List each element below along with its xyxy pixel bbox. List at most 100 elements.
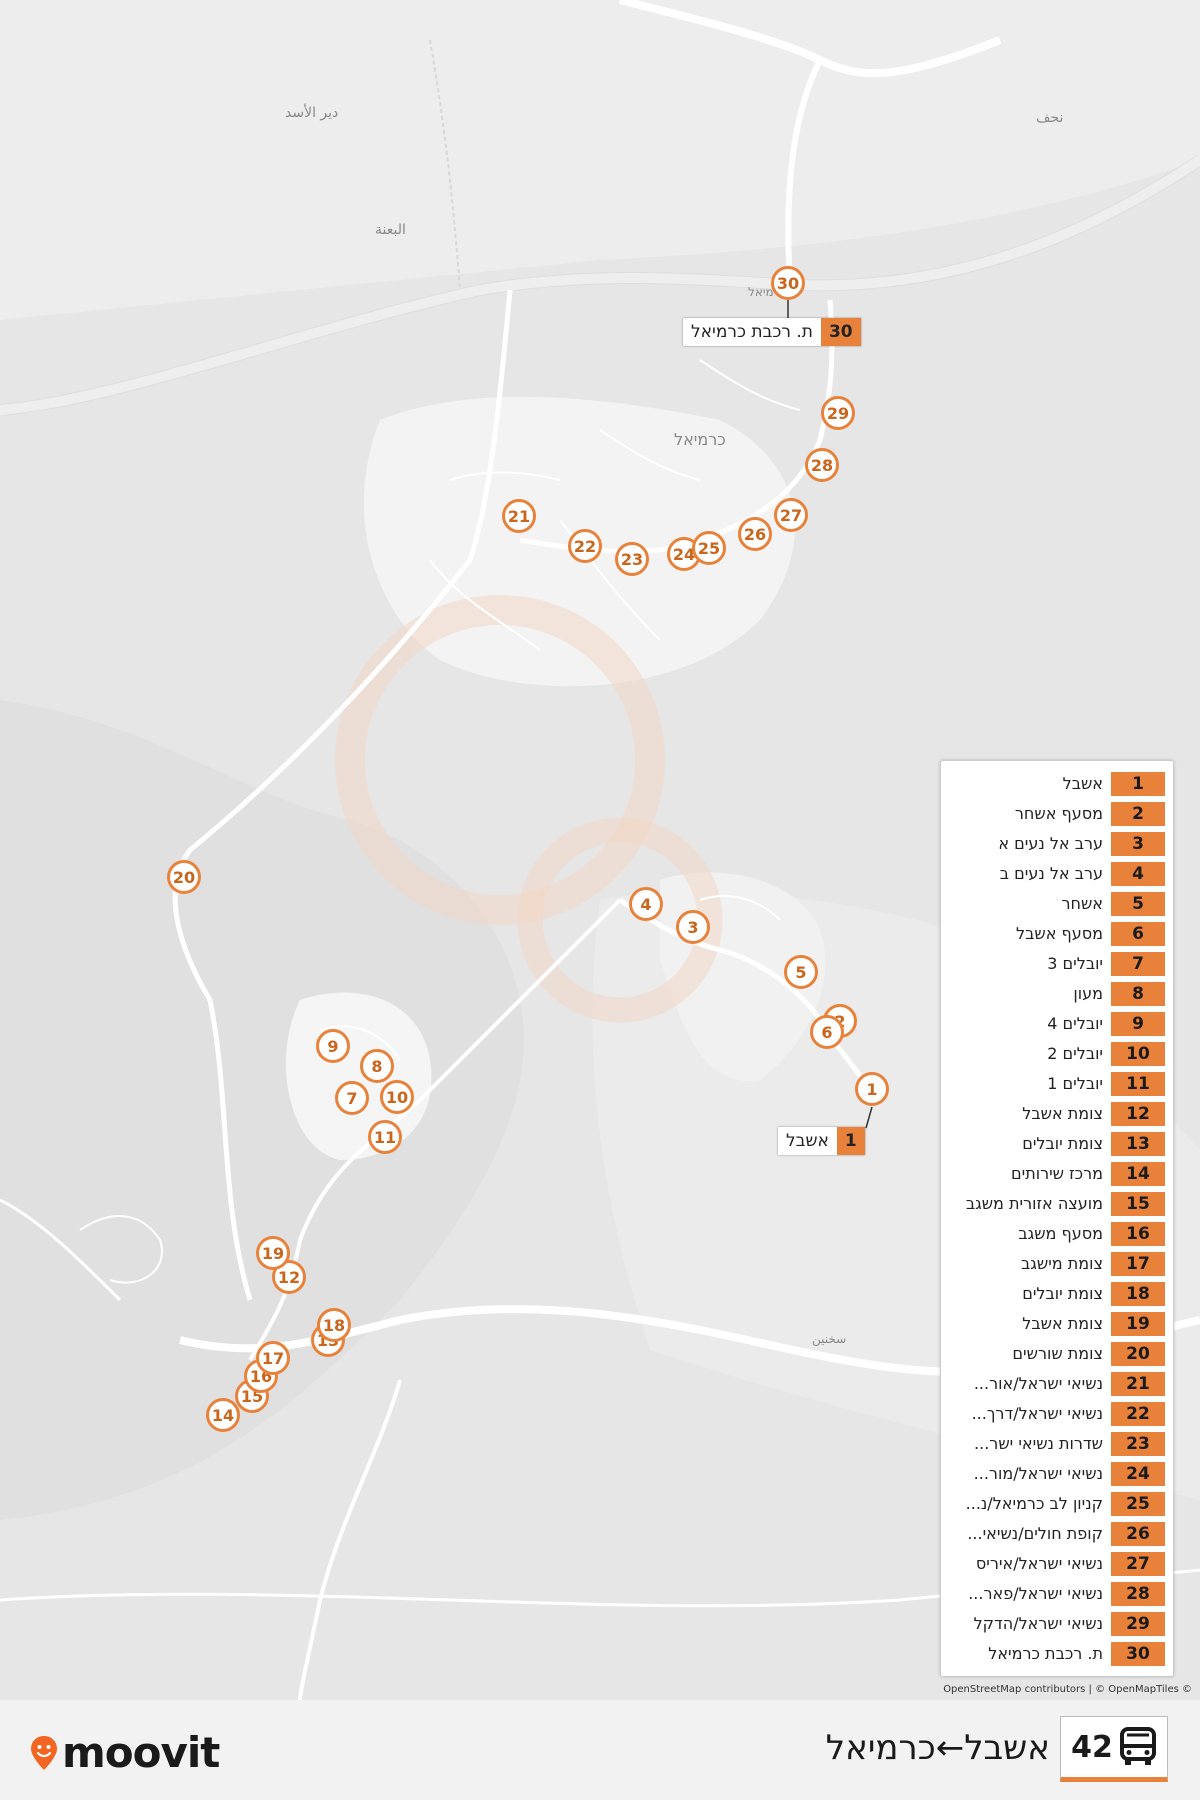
stop-marker-18[interactable]: 18: [317, 1308, 351, 1342]
legend-stop-number: 28: [1111, 1582, 1165, 1606]
stop-marker-14[interactable]: 14: [206, 1398, 240, 1432]
legend-row[interactable]: 16 מסעף משגב: [941, 1221, 1173, 1247]
legend-stop-name: מעון: [1073, 984, 1103, 1003]
legend-row[interactable]: 22 נשיאי ישראל/דרך...: [941, 1401, 1173, 1427]
legend-stop-number: 20: [1111, 1342, 1165, 1366]
legend-stop-number: 21: [1111, 1372, 1165, 1396]
legend-stop-name: אשחר: [1061, 894, 1103, 913]
legend-stop-name: מסעף אשחר: [1014, 804, 1103, 823]
stop-marker-8[interactable]: 8: [360, 1049, 394, 1083]
place-label-deir-al-asad: دير الأسد: [285, 105, 339, 121]
route-number: 42: [1071, 1729, 1113, 1765]
legend-row[interactable]: 1 אשבל: [941, 771, 1173, 797]
stop-marker-11[interactable]: 11: [368, 1120, 402, 1154]
stop-marker-1[interactable]: 1: [855, 1072, 889, 1106]
legend-row[interactable]: 7 יובלים 3: [941, 951, 1173, 977]
legend-stop-number: 6: [1111, 922, 1165, 946]
legend-stop-name: מועצה אזורית משגב: [965, 1194, 1103, 1213]
legend-row[interactable]: 18 צומת יובלים: [941, 1281, 1173, 1307]
legend-row[interactable]: 24 נשיאי ישראל/מור...: [941, 1461, 1173, 1487]
legend-row[interactable]: 14 מרכז שירותים: [941, 1161, 1173, 1187]
stop-marker-21[interactable]: 21: [502, 499, 536, 533]
legend-stop-name: צומת יובלים: [1022, 1284, 1103, 1303]
stop-marker-26[interactable]: 26: [738, 517, 772, 551]
place-label-sakhnin: سخنين: [812, 1332, 847, 1346]
stop-marker-6[interactable]: 6: [810, 1015, 844, 1049]
legend-row[interactable]: 26 קופת חולים/נשיאי...: [941, 1521, 1173, 1547]
legend-row[interactable]: 6 מסעף אשבל: [941, 921, 1173, 947]
legend-row[interactable]: 3 ערב אל נעים א: [941, 831, 1173, 857]
callout-start-number: 1: [836, 1127, 865, 1155]
legend-row[interactable]: 17 צומת מישגב: [941, 1251, 1173, 1277]
legend-row[interactable]: 2 מסעף אשחר: [941, 801, 1173, 827]
stop-marker-29[interactable]: 29: [821, 396, 855, 430]
stop-marker-4[interactable]: 4: [629, 887, 663, 921]
legend-stop-number: 3: [1111, 832, 1165, 856]
stop-marker-27[interactable]: 27: [774, 498, 808, 532]
legend-stop-number: 13: [1111, 1132, 1165, 1156]
callout-end-number: 30: [820, 318, 861, 346]
legend-row[interactable]: 29 נשיאי ישראל/הדקל: [941, 1611, 1173, 1637]
legend-row[interactable]: 20 צומת שורשים: [941, 1341, 1173, 1367]
legend-stop-number: 29: [1111, 1612, 1165, 1636]
stop-marker-23[interactable]: 23: [615, 542, 649, 576]
start-stop-callout[interactable]: 1 אשבל: [778, 1127, 865, 1155]
legend-stop-number: 7: [1111, 952, 1165, 976]
route-map[interactable]: دير الأسد البعنة כרמיאל כרמיאל نحف سخنين…: [0, 0, 1200, 1700]
legend-stop-number: 12: [1111, 1102, 1165, 1126]
legend-row[interactable]: 25 קניון לב כרמיאל/נ...: [941, 1491, 1173, 1517]
legend-row[interactable]: 4 ערב אל נעים ב: [941, 861, 1173, 887]
stop-marker-20[interactable]: 20: [167, 860, 201, 894]
legend-stop-name: קניון לב כרמיאל/נ...: [965, 1494, 1103, 1513]
legend-row[interactable]: 19 צומת אשבל: [941, 1311, 1173, 1337]
legend-row[interactable]: 13 צומת יובלים: [941, 1131, 1173, 1157]
legend-stop-name: צומת אשבל: [1022, 1104, 1103, 1123]
legend-row[interactable]: 9 יובלים 4: [941, 1011, 1173, 1037]
stop-marker-22[interactable]: 22: [568, 529, 602, 563]
legend-stop-name: נשיאי ישראל/מור...: [973, 1464, 1103, 1483]
legend-row[interactable]: 27 נשיאי ישראל/איריס: [941, 1551, 1173, 1577]
stop-marker-10[interactable]: 10: [380, 1080, 414, 1114]
legend-stop-number: 16: [1111, 1222, 1165, 1246]
legend-row[interactable]: 11 יובלים 1: [941, 1071, 1173, 1097]
legend-stop-number: 17: [1111, 1252, 1165, 1276]
route-badge: 42: [1060, 1716, 1168, 1782]
legend-stop-name: ת. רכבת כרמיאל: [988, 1644, 1103, 1663]
legend-stop-number: 19: [1111, 1312, 1165, 1336]
legend-stop-number: 24: [1111, 1462, 1165, 1486]
legend-stop-number: 18: [1111, 1282, 1165, 1306]
map-attribution[interactable]: OpenStreetMap contributors | © OpenMapTi…: [943, 1684, 1192, 1695]
legend-stop-number: 14: [1111, 1162, 1165, 1186]
legend-stop-number: 8: [1111, 982, 1165, 1006]
legend-row[interactable]: 23 שדרות נשיאי ישר...: [941, 1431, 1173, 1457]
legend-row[interactable]: 12 צומת אשבל: [941, 1101, 1173, 1127]
stop-marker-25[interactable]: 25: [692, 531, 726, 565]
legend-stop-number: 26: [1111, 1522, 1165, 1546]
legend-stop-name: אשבל: [1062, 774, 1103, 793]
end-stop-callout[interactable]: 30 ת. רכבת כרמיאל: [683, 318, 861, 346]
stop-marker-5[interactable]: 5: [784, 955, 818, 989]
legend-row[interactable]: 10 יובלים 2: [941, 1041, 1173, 1067]
stop-marker-7[interactable]: 7: [335, 1081, 369, 1115]
legend-row[interactable]: 28 נשיאי ישראל/פאר...: [941, 1581, 1173, 1607]
legend-stop-name: נשיאי ישראל/דרך...: [971, 1404, 1103, 1423]
stop-marker-19[interactable]: 19: [256, 1236, 290, 1270]
stop-marker-17[interactable]: 17: [256, 1341, 290, 1375]
legend-stop-number: 1: [1111, 772, 1165, 796]
legend-row[interactable]: 15 מועצה אזורית משגב: [941, 1191, 1173, 1217]
callout-leaders: [787, 300, 873, 1129]
stop-marker-9[interactable]: 9: [316, 1029, 350, 1063]
legend-row[interactable]: 21 נשיאי ישראל/אור...: [941, 1371, 1173, 1397]
legend-stop-name: נשיאי ישראל/הדקל: [973, 1614, 1103, 1633]
stop-marker-30[interactable]: 30: [771, 266, 805, 300]
legend-stop-name: נשיאי ישראל/פאר...: [968, 1584, 1103, 1603]
legend-row[interactable]: 30 ת. רכבת כרמיאל: [941, 1641, 1173, 1667]
legend-row[interactable]: 5 אשחר: [941, 891, 1173, 917]
legend-stop-number: 15: [1111, 1192, 1165, 1216]
legend-row[interactable]: 8 מעון: [941, 981, 1173, 1007]
stop-marker-3[interactable]: 3: [676, 910, 710, 944]
legend-stop-name: מסעף משגב: [1018, 1224, 1103, 1243]
route-title: אשבל←כרמיאל: [825, 1728, 1050, 1768]
stops-legend: 1 אשבל 2 מסעף אשחר 3 ערב אל נעים א 4 ערב אל נעי…: [940, 760, 1174, 1677]
stop-marker-28[interactable]: 28: [805, 448, 839, 482]
